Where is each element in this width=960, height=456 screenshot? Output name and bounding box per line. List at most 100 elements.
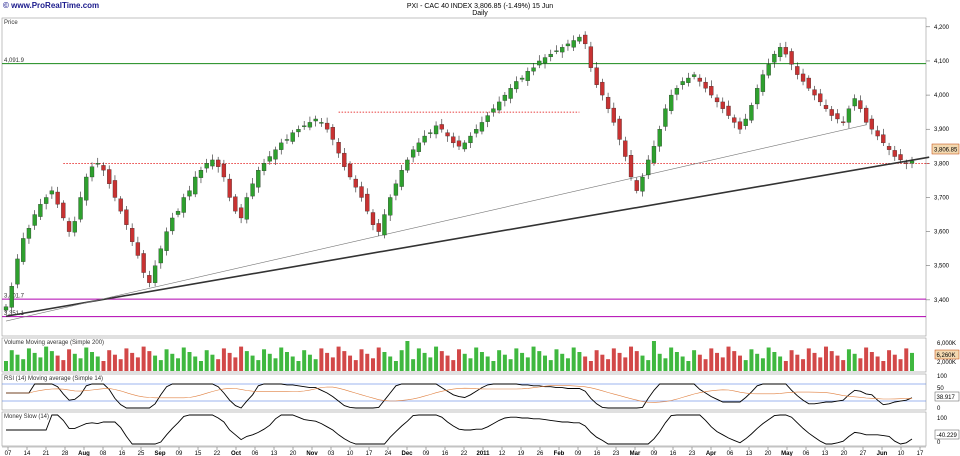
volume-bar — [726, 346, 731, 371]
volume-bar — [359, 349, 364, 371]
candle-body — [634, 180, 639, 191]
watermark: © www.ProRealTime.com — [3, 1, 99, 10]
volume-bar — [342, 351, 347, 371]
volume-bar — [388, 356, 393, 371]
volume-bar — [657, 353, 662, 371]
price-y-tick-label: 3,500 — [934, 264, 950, 270]
x-tick-label: 09 — [423, 451, 430, 456]
candle-body — [783, 47, 788, 55]
volume-bar — [537, 351, 542, 371]
volume-bar — [72, 353, 77, 371]
rsi-panel — [1, 373, 927, 411]
candle-body — [904, 162, 909, 164]
candle-body — [709, 86, 714, 96]
candles — [3, 31, 915, 313]
candle-body — [330, 127, 335, 140]
volume-bar — [680, 356, 685, 371]
volume-bar — [623, 357, 628, 371]
volume-bar — [411, 359, 416, 371]
candle-body — [336, 142, 341, 154]
x-tick-label: 15 — [195, 451, 202, 456]
volume-bar — [583, 356, 588, 371]
x-tick-label: 16 — [119, 451, 126, 456]
candle-body — [365, 193, 370, 212]
candle-body — [347, 163, 353, 178]
candle-body — [909, 160, 915, 164]
candle-body — [399, 170, 404, 187]
volume-bar — [221, 348, 226, 371]
candle-body — [124, 209, 129, 225]
candle-body — [892, 150, 897, 157]
candle-body — [273, 149, 278, 160]
volume-bar — [468, 358, 473, 371]
volume-bar — [101, 361, 106, 371]
volume-bar — [801, 359, 806, 371]
candle-body — [422, 135, 427, 143]
volume-bar — [330, 357, 335, 371]
volume-bar — [755, 353, 760, 371]
money-last-tag: -40.229 — [934, 429, 960, 440]
volume-bar — [428, 357, 433, 371]
candle-body — [479, 122, 485, 132]
volume-bar — [78, 358, 83, 371]
candle-body — [445, 132, 450, 137]
candle-body — [623, 140, 628, 157]
volume-bar — [829, 351, 834, 371]
volume-bar — [525, 357, 530, 371]
candle-body — [256, 170, 261, 188]
volume-bar — [239, 346, 244, 371]
volume-bar — [9, 350, 14, 371]
volume-last-tag: 6,260K — [934, 349, 960, 360]
volume-bar — [405, 341, 410, 371]
volume-bar — [508, 359, 513, 371]
candle-body — [766, 64, 771, 76]
volume-bar — [497, 350, 502, 371]
volume-bar — [250, 355, 255, 371]
candle-body — [680, 81, 685, 85]
price-y-tick-label: 4,000 — [934, 93, 950, 99]
rsi-ma-line — [6, 385, 913, 403]
volume-bar — [170, 353, 175, 371]
volume-bar — [32, 352, 37, 371]
candle-body — [852, 98, 857, 107]
candle-body — [898, 154, 903, 161]
volume-bar — [451, 360, 456, 371]
volume-bar — [439, 351, 444, 371]
candle-body — [674, 88, 680, 95]
volume-bar — [783, 361, 788, 371]
candle-body — [250, 183, 255, 197]
candle-body — [594, 67, 599, 85]
candle-body — [749, 105, 754, 121]
volume-bar — [720, 357, 725, 371]
volume-bar — [818, 357, 823, 371]
candle-body — [84, 176, 89, 201]
candle-body — [319, 122, 324, 124]
volume-bar — [669, 347, 674, 371]
money-panel — [1, 411, 927, 447]
volume-bar — [457, 349, 461, 371]
candle-body — [800, 73, 806, 82]
candle-body — [835, 113, 840, 120]
candle-body — [302, 125, 307, 127]
candle-body — [514, 81, 519, 90]
volume-bar — [290, 356, 295, 371]
x-tick-label: 16 — [594, 451, 601, 456]
candle-body — [651, 146, 657, 163]
volume-bar — [244, 351, 249, 371]
candle-body — [130, 228, 135, 242]
price-panel — [1, 17, 927, 337]
x-tick-label: 23 — [613, 451, 620, 456]
x-tick-label: Mar — [630, 451, 641, 456]
candle-body — [531, 67, 536, 72]
x-tick-label: 09 — [651, 451, 658, 456]
candle-body — [376, 223, 381, 232]
candle-body — [164, 231, 169, 251]
volume-bar — [313, 359, 318, 371]
candle-body — [646, 159, 651, 176]
candle-body — [244, 197, 249, 220]
candle-body — [628, 155, 634, 178]
volume-bar — [560, 353, 565, 371]
volume-bar — [835, 355, 840, 371]
candle-body — [382, 214, 387, 236]
